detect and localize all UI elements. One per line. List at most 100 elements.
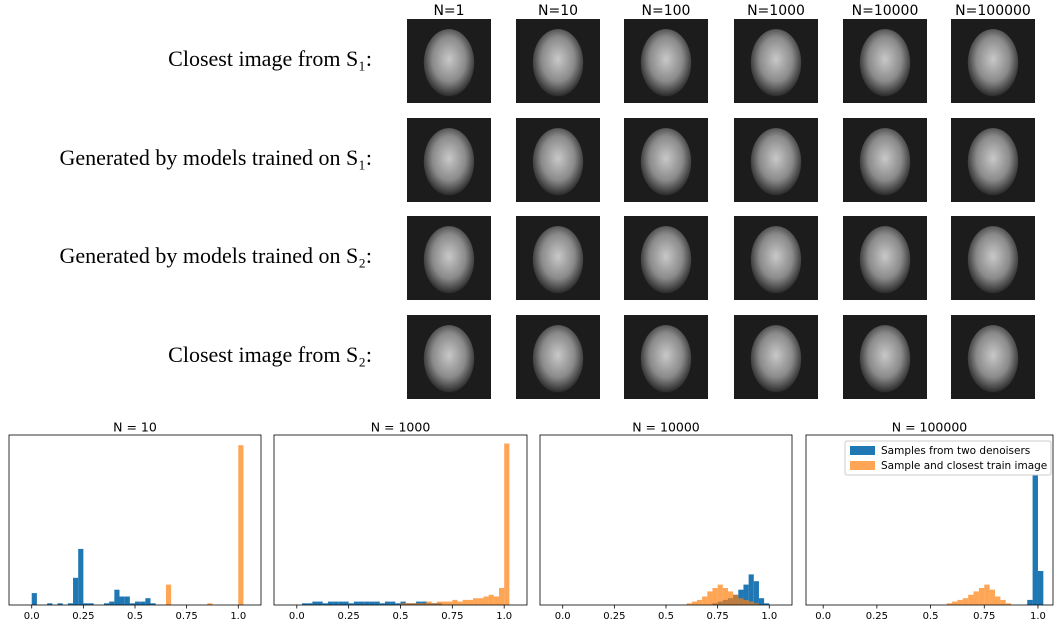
histogram-bar [758,598,765,605]
row-label: Generated by models trained on S₁: [59,145,372,170]
histogram-bar [145,598,151,605]
x-tick-label: 0.25 [72,611,94,621]
x-tick-label: 0.75 [707,611,729,621]
histogram-bar [31,593,37,605]
column-header: N=10 [538,3,578,19]
histogram-bar [405,603,411,605]
histogram-bar [88,603,94,605]
x-tick-label: 0.0 [555,611,571,621]
face-image-face [423,325,475,393]
histogram-bar [1005,603,1012,605]
legend-box [844,440,1052,476]
histogram-bar [493,596,500,605]
histogram-bar [410,603,417,605]
face-image-face [859,29,911,97]
legend-label: Sample and closest train image [881,460,1047,472]
column-header: N=100000 [955,3,1031,19]
chart-title: N = 10000 [632,420,700,435]
histogram-bar [733,594,739,605]
histogram-bar [707,591,713,605]
histogram-bar [738,589,744,605]
histogram-bar [384,601,391,605]
histogram-bar [447,601,453,605]
histogram-bar [67,603,74,605]
histogram-bar [374,601,380,605]
legend-label: Samples from two denoisers [881,445,1030,457]
column-header: N=100 [642,3,691,19]
face-image-face [640,29,692,97]
histogram-bar [499,588,505,605]
x-tick-label: 0.0 [24,611,40,621]
histogram-bar [1027,599,1033,605]
histogram-bar [400,603,406,605]
face-image-face [750,325,802,393]
x-tick-label: 0.0 [289,611,305,621]
histogram-bar [436,601,442,605]
face-image-face [859,226,911,294]
histogram-bar [109,601,115,605]
histogram-bar [369,601,375,605]
histogram-bar [764,603,770,605]
x-tick-label: 0.5 [923,611,939,621]
x-tick-label: 1.0 [496,611,512,621]
histogram-bar [104,603,110,605]
histogram-bar [743,584,749,605]
row-label: Closest image from S₁: [168,46,372,71]
face-image-face [967,29,1019,97]
axes-frame [805,434,1054,606]
histogram-bar [395,603,401,605]
histogram-bar [57,603,63,605]
x-tick-label: 1.0 [1030,611,1046,621]
histogram-bar [140,601,146,605]
legend-swatch [850,461,875,470]
face-image-face [532,29,584,97]
histogram-bar [207,603,213,605]
histogram-bar [421,603,427,605]
legend-swatch [850,446,875,455]
chart-title: N = 1000 [371,420,431,435]
histogram-bar [743,599,749,605]
face-image-face [859,325,911,393]
histogram-bar [364,601,370,605]
face-image-face [532,325,584,393]
x-tick-label: 0.5 [658,611,674,621]
axes-frame [273,434,528,606]
histogram-bar [483,596,489,605]
histogram-bar [989,589,996,605]
histogram-bar [129,603,135,605]
x-tick-label: 0.5 [127,611,143,621]
axes-frame [8,434,262,606]
histogram-bar [686,603,692,605]
column-header: N=1000 [747,3,805,19]
histogram-bar [952,601,958,605]
histogram-bar [995,596,1001,605]
histogram-bar [390,601,396,605]
x-tick-label: 0.75 [441,611,463,621]
histogram-bar [467,599,474,605]
row-label: Closest image from S₂: [168,342,372,367]
histogram-bar [691,601,697,605]
face-image-face [423,29,475,97]
face-image-face [423,128,475,196]
x-tick-label: 0.75 [973,611,995,621]
histogram-bar [322,603,328,605]
histogram-bar [47,603,53,605]
histogram-bar [978,588,985,605]
histogram-bar [973,591,979,605]
x-tick-label: 1.0 [230,611,246,621]
face-image-face [750,226,802,294]
axes-frame [539,434,793,606]
histogram-bar [333,601,339,605]
face-image-face [859,128,911,196]
histogram-bar [962,598,969,605]
histogram-bar [457,601,463,605]
column-header: N=10000 [852,3,919,19]
face-image-face [640,325,692,393]
histogram-bar [1037,571,1044,605]
face-image-face [967,128,1019,196]
chart-title: N = 10 [113,420,157,435]
x-tick-label: 0.25 [603,611,625,621]
face-image-face [750,128,802,196]
face-image-face [967,325,1019,393]
